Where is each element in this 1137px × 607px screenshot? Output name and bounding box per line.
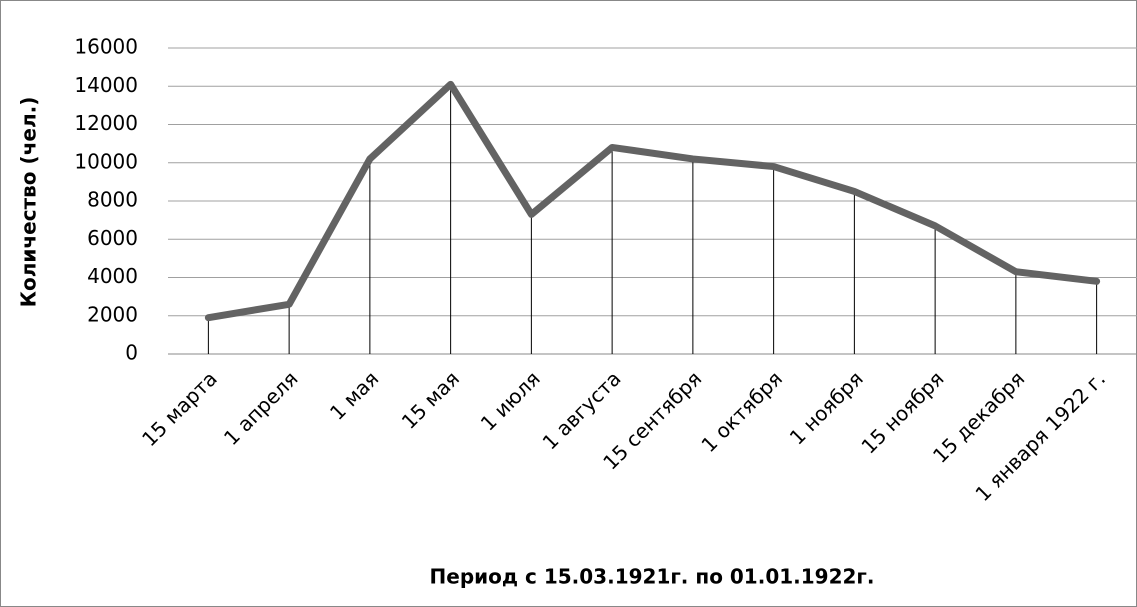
y-tick-label: 12000	[74, 111, 138, 135]
y-tick-label: 2000	[87, 302, 138, 326]
y-axis-label: Количество (чел.)	[17, 97, 41, 308]
y-tick-label: 6000	[87, 226, 138, 250]
y-tick-label: 4000	[87, 264, 138, 288]
y-tick-label: 16000	[74, 35, 138, 59]
y-tick-label: 10000	[74, 149, 138, 173]
y-tick-label: 14000	[74, 73, 138, 97]
y-tick-label: 0	[125, 341, 138, 365]
data-line	[204, 80, 1101, 322]
y-tick-label: 8000	[87, 188, 138, 212]
x-axis-label: Период с 15.03.1921г. по 01.01.1922г.	[430, 565, 875, 589]
